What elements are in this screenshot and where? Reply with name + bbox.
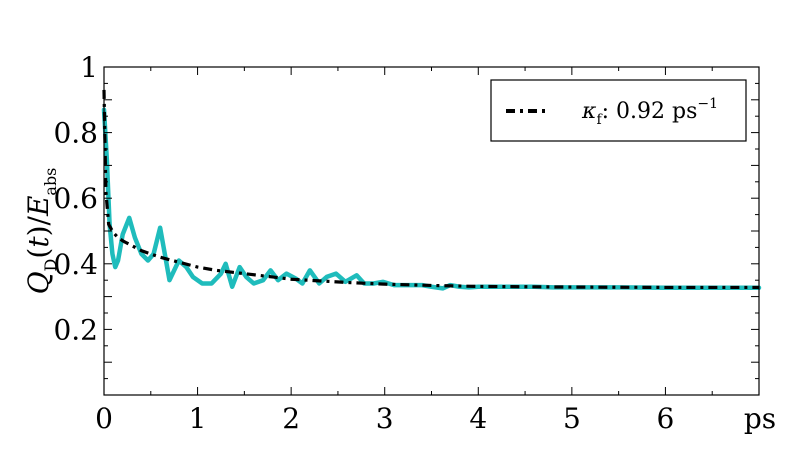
y-tick-label: 0.8 [53, 117, 98, 150]
x-tick-label: 1 [189, 402, 207, 435]
plot-frame [103, 66, 760, 396]
svg-text:QD(t)/Eabs: QD(t)/Eabs [22, 168, 60, 295]
y-axis-title: QD(t)/Eabs [22, 168, 60, 295]
ticks-layer: 0 1 2 3 4 5 6 0.2 0.4 0.6 0.8 1 [53, 51, 760, 435]
series-layer [101, 89, 762, 291]
x-tick-label: 2 [282, 402, 300, 435]
series-line-fit [102, 89, 759, 290]
x-tick-label: 6 [657, 402, 675, 435]
y-tick-label: 0.2 [53, 313, 98, 346]
x-tick-label: 4 [469, 402, 487, 435]
x-tick-label: 3 [376, 402, 394, 435]
legend: κf: 0.92 ps−1 [490, 79, 747, 142]
y-tick-label: 0.6 [53, 182, 98, 215]
x-tick-label: 5 [563, 402, 581, 435]
legend-label: κf: 0.92 ps−1 [581, 96, 718, 128]
x-tick-label: 0 [95, 402, 113, 435]
y-tick-label: 1 [80, 51, 98, 84]
y-tick-label: 0.4 [53, 248, 98, 281]
x-axis-title: ps [744, 402, 776, 435]
